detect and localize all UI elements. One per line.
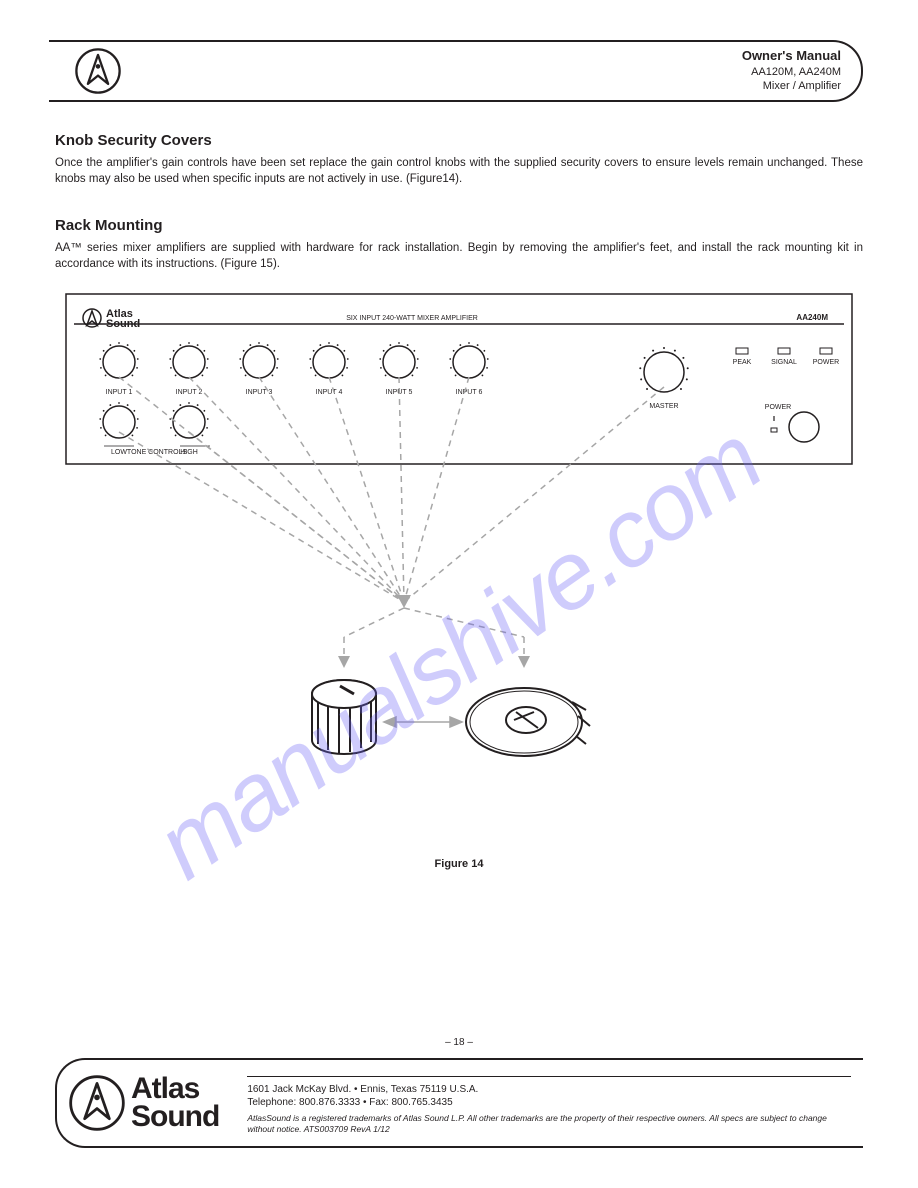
header-title: Owner's Manual [742,48,841,65]
header-product: Mixer / Amplifier [742,79,841,93]
svg-text:POWER: POWER [765,404,791,411]
knob-bottom-row: LOWHIGH [99,402,208,456]
header-models: AA120M, AA240M [742,65,841,79]
branch-lines [344,608,524,662]
brand-logo-icon [69,1075,125,1131]
master-knob[interactable]: MASTER [639,347,688,410]
knob-drawing-icon [312,680,376,754]
leds: PEAK SIGNAL POWER [733,348,840,366]
header-bar: Owner's Manual AA120M, AA240M Mixer / Am… [49,40,863,102]
rack-section-body: AA™ series mixer amplifiers are supplied… [55,240,863,272]
rack-section-title: Rack Mounting [55,217,863,234]
figure-14-diagram: Atlas Sound SIX INPUT 240-WATT MIXER AMP… [55,292,863,870]
svg-text:PEAK: PEAK [733,359,752,366]
panel-subtitle: SIX INPUT 240-WATT MIXER AMPLIFIER [346,315,478,322]
exchange-arrows [384,717,462,727]
footer-brand-1: Atlas [131,1075,219,1103]
footer-bar: Atlas Sound 1601 Jack McKay Blvd. • Enni… [55,1058,863,1148]
svg-text:INPUT 4: INPUT 4 [316,389,343,396]
footer-logo: Atlas Sound [69,1068,219,1138]
svg-text:SIGNAL: SIGNAL [771,359,797,366]
convergence-arrowheads [397,595,411,608]
knob-top-row: INPUT 1INPUT 2INPUT 3INPUT 4INPUT 5INPUT… [99,342,488,396]
svg-text:INPUT 3: INPUT 3 [246,389,273,396]
page-number: – 18 – [0,1037,918,1048]
power-button[interactable]: POWER [765,404,819,442]
footer-phone: Telephone: 800.876.3333 • Fax: 800.765.3… [247,1096,851,1109]
master-label: MASTER [649,403,678,410]
brand-logo-icon [75,48,121,94]
knob-section-title: Knob Security Covers [55,132,863,149]
security-cover-icon [466,688,590,756]
footer-brand-2: Sound [131,1103,219,1131]
svg-text:LOW: LOW [111,449,127,456]
svg-text:POWER: POWER [813,359,839,366]
footer-address: 1601 Jack McKay Blvd. • Ennis, Texas 751… [247,1083,851,1096]
figure-caption: Figure 14 [55,858,863,870]
panel-model: AA240M [796,313,828,322]
header-meta: Owner's Manual AA120M, AA240M Mixer / Am… [742,48,841,93]
svg-text:INPUT 2: INPUT 2 [176,389,203,396]
svg-text:INPUT 1: INPUT 1 [106,389,133,396]
knob-section-body: Once the amplifier's gain controls have … [55,155,863,187]
svg-text:INPUT 6: INPUT 6 [456,389,483,396]
footer-contact: 1601 Jack McKay Blvd. • Ennis, Texas 751… [247,1076,851,1138]
footer-disclaimer: AtlasSound is a registered trademarks of… [247,1113,851,1134]
